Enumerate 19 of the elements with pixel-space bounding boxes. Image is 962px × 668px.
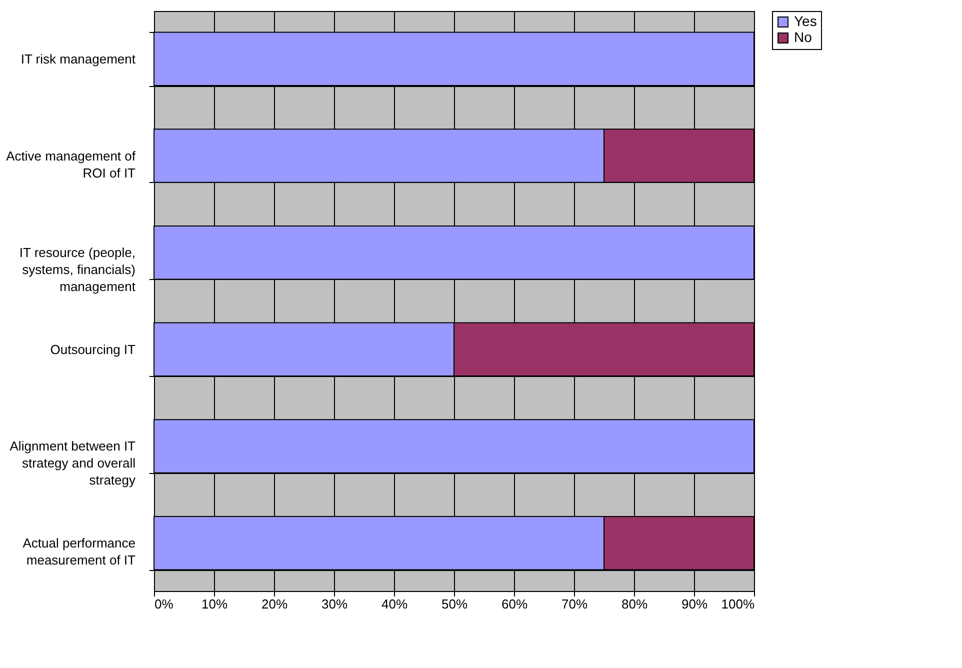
x-tick-label: 80%	[621, 596, 648, 612]
x-tick-label: 20%	[261, 596, 288, 612]
y-tick-label: Outsourcing IT	[50, 342, 136, 357]
x-tick-label: 90%	[681, 596, 708, 612]
x-tick-label: 50%	[441, 596, 468, 612]
x-tick-label: 10%	[201, 596, 228, 612]
x-tick-label: 70%	[561, 596, 588, 612]
x-tick-label: 60%	[501, 596, 528, 612]
y-tick-label: Actual performance measurement of IT	[22, 536, 136, 568]
x-tick-label: 100%	[721, 596, 755, 612]
x-tick-label: 0%	[154, 596, 174, 612]
x-tick-label: 40%	[381, 596, 408, 612]
y-tick-label: IT resource (people, systems, financials) management	[19, 245, 136, 294]
y-tick-label: IT risk management	[20, 51, 136, 66]
y-tick-label: Alignment between IT strategy and overall strategy	[10, 438, 136, 488]
y-tick-label: Active management of ROI of IT	[6, 148, 136, 180]
legend-label: Yes	[794, 13, 817, 29]
legend-label: No	[794, 29, 812, 45]
x-tick-label: 30%	[321, 596, 348, 612]
